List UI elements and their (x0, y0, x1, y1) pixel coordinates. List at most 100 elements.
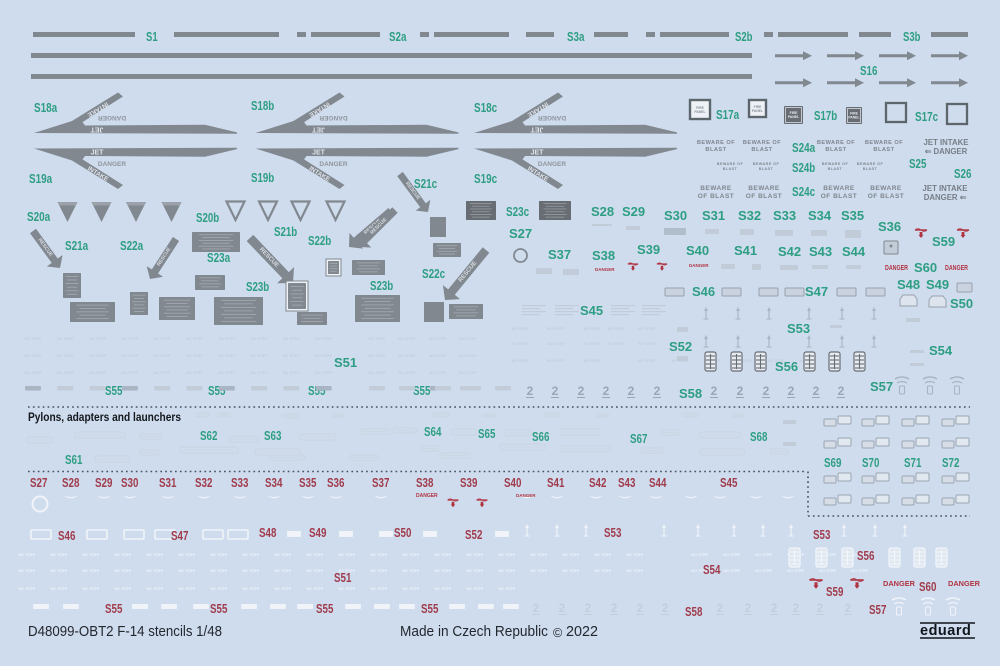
svg-text:S3a: S3a (567, 30, 585, 44)
svg-text:NO STEP: NO STEP (595, 569, 612, 573)
svg-text:S46: S46 (58, 529, 75, 543)
svg-text:NO STEP: NO STEP (89, 354, 106, 358)
svg-text:NO STEP: NO STEP (531, 569, 548, 573)
svg-text:NO STEP: NO STEP (467, 553, 484, 557)
svg-text:NO STEP: NO STEP (369, 337, 386, 341)
svg-text:BLAST: BLAST (751, 147, 772, 153)
svg-text:JET INTAKE: JET INTAKE (924, 138, 969, 147)
svg-text:S28: S28 (591, 204, 614, 219)
svg-text:2: 2 (788, 384, 795, 398)
svg-text:BLAST: BLAST (723, 167, 738, 171)
svg-text:2: 2 (585, 601, 592, 615)
svg-text:S24a: S24a (792, 141, 816, 155)
svg-text:NO STEP: NO STEP (512, 327, 529, 331)
svg-text:NO STEP: NO STEP (584, 342, 601, 346)
svg-text:BEWARE OF: BEWARE OF (817, 140, 855, 146)
svg-text:S39: S39 (460, 476, 477, 490)
svg-text:BLAST: BLAST (825, 147, 846, 153)
svg-text:OF BLAST: OF BLAST (868, 193, 905, 200)
svg-text:NO STEP: NO STEP (768, 359, 785, 363)
svg-text:NO STEP: NO STEP (283, 371, 300, 375)
svg-text:S55: S55 (105, 602, 122, 616)
svg-text:S20a: S20a (27, 210, 51, 224)
svg-text:S58: S58 (685, 605, 702, 619)
svg-text:NO STEP: NO STEP (548, 342, 565, 346)
svg-text:S51: S51 (334, 571, 351, 585)
svg-text:2: 2 (637, 601, 644, 615)
svg-text:S30: S30 (664, 208, 687, 223)
svg-text:NO STEP: NO STEP (251, 354, 268, 358)
svg-text:NO STEP: NO STEP (371, 587, 388, 591)
svg-text:DANGER: DANGER (945, 265, 968, 272)
svg-text:NO STEP: NO STEP (154, 371, 171, 375)
svg-text:S48: S48 (259, 526, 276, 540)
svg-text:S61: S61 (65, 453, 82, 467)
svg-text:BEWARE OF: BEWARE OF (697, 140, 735, 146)
svg-text:NO STEP: NO STEP (243, 569, 260, 573)
svg-text:BLAST: BLAST (705, 147, 726, 153)
svg-text:2: 2 (745, 601, 752, 615)
svg-text:S16: S16 (860, 64, 877, 78)
svg-text:DANGER: DANGER (416, 493, 438, 499)
svg-text:S35: S35 (299, 476, 316, 490)
svg-text:NO STEP: NO STEP (147, 553, 164, 557)
svg-text:S23c: S23c (506, 205, 529, 219)
svg-text:S27: S27 (509, 226, 532, 241)
svg-text:DANGER ⇐: DANGER ⇐ (924, 193, 967, 202)
svg-text:NO STEP: NO STEP (430, 354, 447, 358)
svg-text:S29: S29 (622, 204, 645, 219)
svg-text:2: 2 (793, 601, 800, 615)
svg-text:NO STEP: NO STEP (211, 553, 228, 557)
svg-text:FIRE: FIRE (790, 111, 798, 115)
svg-text:Pylons, adapters and launchers: Pylons, adapters and launchers (28, 412, 181, 424)
svg-text:NO STEP: NO STEP (19, 587, 36, 591)
svg-text:NO STEP: NO STEP (251, 371, 268, 375)
svg-text:NO STEP: NO STEP (467, 587, 484, 591)
svg-text:S29: S29 (95, 476, 112, 490)
svg-text:NO STEP: NO STEP (584, 327, 601, 331)
svg-text:NO STEP: NO STEP (435, 569, 452, 573)
svg-text:S31: S31 (702, 208, 725, 223)
svg-text:PANEL: PANEL (848, 116, 859, 120)
svg-text:S68: S68 (750, 430, 767, 444)
svg-text:S17a: S17a (716, 108, 740, 122)
svg-text:S52: S52 (669, 339, 692, 354)
svg-text:NO STEP: NO STEP (147, 569, 164, 573)
svg-text:NO STEP: NO STEP (608, 342, 625, 346)
svg-text:S38: S38 (592, 248, 615, 263)
svg-text:S20b: S20b (196, 211, 219, 225)
svg-text:NO STEP: NO STEP (756, 553, 773, 557)
svg-text:2: 2 (662, 601, 669, 615)
svg-text:NO STEP: NO STEP (403, 587, 420, 591)
svg-text:S26: S26 (954, 167, 971, 181)
svg-text:S62: S62 (200, 429, 217, 443)
svg-text:S36: S36 (878, 219, 901, 234)
svg-text:2: 2 (559, 601, 566, 615)
svg-text:S56: S56 (857, 549, 874, 563)
svg-text:NO STEP: NO STEP (121, 371, 138, 375)
svg-text:NO STEP: NO STEP (19, 553, 36, 557)
svg-text:NO STEP: NO STEP (460, 354, 477, 358)
svg-text:D48099-OBT2 F-14 stencils 1/48: D48099-OBT2 F-14 stencils 1/48 (28, 624, 222, 640)
svg-text:S19a: S19a (29, 172, 53, 186)
svg-text:S19c: S19c (474, 172, 497, 186)
svg-text:BEWARE OF: BEWARE OF (865, 140, 903, 146)
svg-text:S34: S34 (265, 476, 282, 490)
svg-text:S42: S42 (778, 244, 801, 259)
svg-text:BLAST: BLAST (873, 147, 894, 153)
svg-text:JET: JET (90, 126, 104, 133)
svg-text:S47: S47 (805, 284, 828, 299)
svg-text:BEWARE: BEWARE (748, 185, 780, 192)
svg-text:NO STEP: NO STEP (852, 569, 869, 573)
svg-text:NO STEP: NO STEP (307, 587, 324, 591)
svg-text:NO STEP: NO STEP (820, 553, 837, 557)
svg-text:S17c: S17c (915, 110, 938, 124)
svg-text:S34: S34 (808, 208, 832, 223)
svg-text:NO STEP: NO STEP (756, 569, 773, 573)
svg-text:DANGER: DANGER (948, 581, 980, 588)
svg-text:NO STEP: NO STEP (460, 337, 477, 341)
svg-text:NO STEP: NO STEP (339, 569, 356, 573)
svg-text:NO STEP: NO STEP (83, 553, 100, 557)
svg-text:S24b: S24b (792, 161, 815, 175)
svg-text:NO STEP: NO STEP (430, 337, 447, 341)
